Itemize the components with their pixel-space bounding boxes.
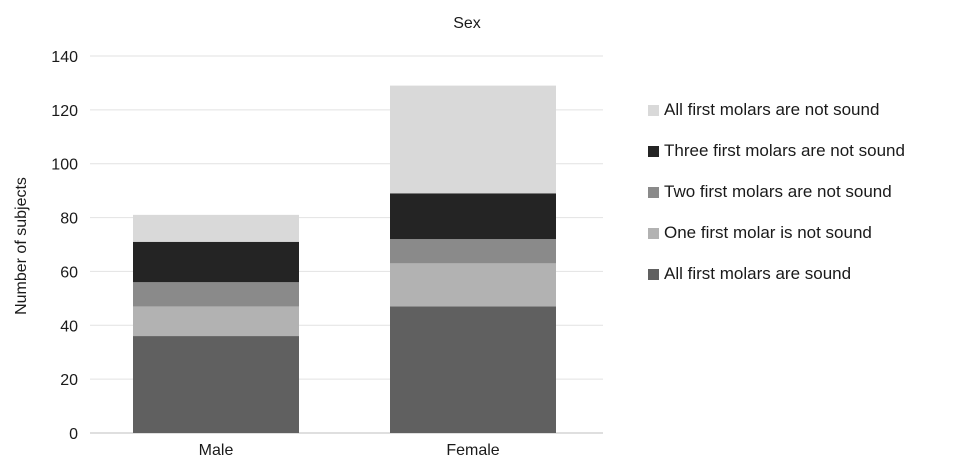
bar-segment — [133, 241, 299, 283]
y-tick-label: 20 — [60, 372, 78, 389]
legend-label: Two first molars are not sound — [664, 182, 892, 201]
y-tick-label: 100 — [51, 157, 78, 174]
bar-segment — [390, 193, 556, 240]
bars — [133, 85, 556, 433]
legend-label: All first molars are not sound — [664, 100, 880, 119]
bar-segment — [133, 306, 299, 337]
bar-segment — [390, 263, 556, 307]
y-tick-label: 40 — [60, 318, 78, 335]
legend-swatch — [648, 268, 659, 280]
bar-segment — [133, 282, 299, 307]
y-axis-title: Number of subjects — [13, 177, 30, 315]
legend-label: Three first molars are not sound — [664, 141, 905, 160]
x-axis-ticks: Male Female — [199, 442, 500, 459]
bar-segment — [390, 306, 556, 433]
y-tick-label: 0 — [69, 426, 78, 443]
legend-label: One first molar is not sound — [664, 223, 872, 242]
legend-item: All first molars are sound — [648, 264, 905, 284]
x-tick-label: Male — [199, 442, 234, 459]
legend-item: Three first molars are not sound — [648, 141, 905, 161]
legend-label: All first molars are sound — [664, 264, 852, 283]
chart-title: Sex — [453, 15, 481, 32]
legend-swatch — [648, 186, 659, 198]
y-axis-ticks: 0 20 40 60 80 100 120 140 — [51, 49, 78, 443]
legend-item: Two first molars are not sound — [648, 182, 905, 202]
legend-swatch — [648, 145, 659, 157]
legend: All first molars are not sound Three firs… — [648, 100, 905, 305]
x-tick-label: Female — [446, 442, 499, 459]
y-tick-label: 80 — [60, 211, 78, 228]
legend-swatch — [648, 227, 659, 239]
y-tick-label: 60 — [60, 264, 78, 281]
legend-item: One first molar is not sound — [648, 223, 905, 243]
legend-swatch — [648, 104, 659, 116]
legend-item: All first molars are not sound — [648, 100, 905, 120]
y-tick-label: 140 — [51, 49, 78, 66]
y-tick-label: 120 — [51, 103, 78, 120]
bar-segment — [133, 214, 299, 242]
bar-segment — [390, 239, 556, 264]
bar-segment — [390, 85, 556, 194]
bar-segment — [133, 336, 299, 433]
